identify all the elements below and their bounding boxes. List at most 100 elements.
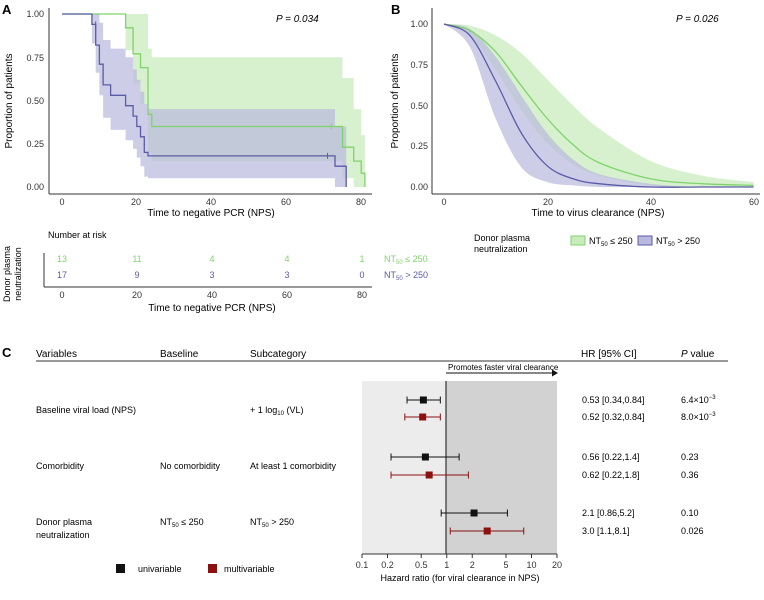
risk-table-xtick: 80 xyxy=(357,290,367,300)
forest-tick-label: 2 xyxy=(470,560,475,570)
forest-p-label: 0.36 xyxy=(681,470,699,480)
fitted-confidence-bands xyxy=(444,24,754,188)
row-baseline-label: No comorbidity xyxy=(160,461,221,471)
km-band-nt50-gt-250 xyxy=(62,14,347,187)
panel-b-ytick: 1.00 xyxy=(410,19,428,29)
forest-p-label: 0.026 xyxy=(681,526,704,536)
km-confidence-bands xyxy=(62,14,365,187)
promotes-arrow-head xyxy=(552,369,558,377)
risk-table-xtick: 40 xyxy=(207,290,217,300)
panel-c-letter: C xyxy=(2,345,12,360)
risk-table-cells: 13 11 4 4 1 17 9 3 3 0 xyxy=(57,254,365,280)
risk-row-label-nt50-le-250: NT50 ≤ 250 xyxy=(384,254,428,266)
panel-a-letter: A xyxy=(2,2,12,17)
panel-b-letter: B xyxy=(391,2,400,17)
forest-tick-label: 0.1 xyxy=(356,560,369,570)
panel-b-xlabel: Time to virus clearance (NPS) xyxy=(532,208,665,219)
risk-count: 13 xyxy=(57,254,67,264)
fitted-curves xyxy=(443,23,754,188)
row-variable-label: Baseline viral load (NPS) xyxy=(36,405,136,415)
panel-b-xtick: 60 xyxy=(749,197,759,207)
fit-line-nt50-le-250 xyxy=(443,23,754,187)
legend-multivariable-swatch xyxy=(208,564,217,573)
forest-point-multivariable xyxy=(419,413,427,421)
risk-count: 9 xyxy=(134,270,139,280)
header-hr: HR [95% CI] xyxy=(581,349,637,360)
forest-point-univariable xyxy=(470,509,478,517)
forest-point-univariable xyxy=(419,396,427,404)
forest-point-multivariable xyxy=(483,527,491,535)
forest-tick-label: 0.5 xyxy=(415,560,428,570)
row-variable-label-line2: neutralization xyxy=(36,530,90,540)
fit-line-nt50-gt-250 xyxy=(443,23,754,188)
header-subcategory: Subcategory xyxy=(250,349,306,360)
panel-a: A 1.00 0.75 0.50 0.25 0.00 0 20 40 60 80… xyxy=(2,2,372,219)
risk-table-title: Number at risk xyxy=(48,230,107,240)
forest-xlabel: Hazard ratio (for viral clearance in NPS… xyxy=(380,573,539,583)
legend-multivariable-label: multivariable xyxy=(224,564,275,574)
km-line-nt50-gt-250 xyxy=(62,13,347,187)
panel-b-ytick: 0.75 xyxy=(410,60,428,70)
risk-count: 17 xyxy=(57,270,67,280)
forest-hr-label: 0.53 [0.34,0.84] xyxy=(582,395,645,405)
legend-univariable-swatch xyxy=(116,564,125,573)
forest-point-univariable xyxy=(421,453,429,461)
legend-title: neutralization xyxy=(474,244,528,254)
forest-tick-label: 20 xyxy=(552,560,562,570)
panel-b-ticks: 1.00 0.75 0.50 0.25 0.00 0 20 40 60 xyxy=(410,19,759,207)
header-baseline: Baseline xyxy=(160,349,199,360)
panel-a-ytick: 0.50 xyxy=(26,96,44,106)
panel-a-ytick: 0.00 xyxy=(26,182,44,192)
forest-p-label: 8.0×10−3 xyxy=(681,412,716,422)
legend-label-nt50-le-250: NT50 ≤ 250 xyxy=(589,236,633,248)
legend-title: Donor plasma xyxy=(474,233,530,243)
legend-label-nt50-gt-250: NT50 > 250 xyxy=(656,236,700,248)
risk-count: 1 xyxy=(359,254,364,264)
forest-hr-label: 3.0 [1.1,8.1] xyxy=(582,526,630,536)
km-line-nt50-le-250 xyxy=(62,13,366,187)
risk-row-label-nt50-gt-250: NT50 > 250 xyxy=(384,270,428,282)
risk-count: 4 xyxy=(284,254,289,264)
risk-table-xtick: 0 xyxy=(59,290,64,300)
forest-marks xyxy=(390,396,525,535)
risk-count: 0 xyxy=(359,270,364,280)
forest-background-left xyxy=(362,381,446,554)
forest-tick-label: 5 xyxy=(503,560,508,570)
promotes-arrow-label: Promotes faster viral clearance xyxy=(448,363,559,372)
panel-b-ylabel: Proportion of patients xyxy=(390,53,401,148)
forest-hr-label: 0.56 [0.22,1.4] xyxy=(582,452,640,462)
panel-b-ytick: 0.50 xyxy=(410,101,428,111)
row-subcategory-label: NT50 > 250 xyxy=(250,517,294,529)
risk-table-xtick: 20 xyxy=(132,290,142,300)
panel-a-xtick: 80 xyxy=(356,197,366,207)
row-subcategory-label: + 1 log10 (VL) xyxy=(250,405,303,417)
forest-hr-label: 0.62 [0.22,1.8] xyxy=(582,470,640,480)
km-curves xyxy=(62,13,366,187)
header-p-value: P value xyxy=(681,349,715,360)
panel-a-ytick: 1.00 xyxy=(26,9,44,19)
panel-b-legend: Donor plasma neutralization NT50 ≤ 250 N… xyxy=(474,233,700,254)
row-variable-label: Donor plasma xyxy=(36,517,92,527)
forest-p-label: 0.10 xyxy=(681,508,699,518)
legend-swatch-nt50-gt-250 xyxy=(637,235,653,246)
risk-count: 3 xyxy=(209,270,214,280)
risk-count: 3 xyxy=(284,270,289,280)
risk-table-xlabel: Time to negative PCR (NPS) xyxy=(148,303,275,314)
panel-a-xtick: 20 xyxy=(131,197,141,207)
panel-a-xtick: 40 xyxy=(206,197,216,207)
risk-count: 11 xyxy=(132,254,141,264)
forest-hr-label: 0.52 [0.32,0.84] xyxy=(582,412,645,422)
forest-x-ticks: 0.1 0.2 0.5 1 2 5 10 20 xyxy=(356,554,562,570)
panel-b-ytick: 0.00 xyxy=(410,182,428,192)
panel-b-xtick: 40 xyxy=(646,197,656,207)
panel-b-p-value: P = 0.026 xyxy=(676,14,719,25)
panel-b-xtick: 0 xyxy=(441,197,446,207)
forest-p-label: 6.4×10−3 xyxy=(681,395,716,405)
panel-a-xlabel: Time to negative PCR (NPS) xyxy=(147,208,274,219)
forest-p-label: 0.23 xyxy=(681,452,699,462)
panel-b: B 1.00 0.75 0.50 0.25 0.00 0 20 40 60 Pr… xyxy=(390,2,760,254)
forest-background-right xyxy=(446,381,557,554)
panel-c: C Variables Baseline Subcategory HR [95%… xyxy=(2,345,728,583)
header-variables: Variables xyxy=(36,349,77,360)
